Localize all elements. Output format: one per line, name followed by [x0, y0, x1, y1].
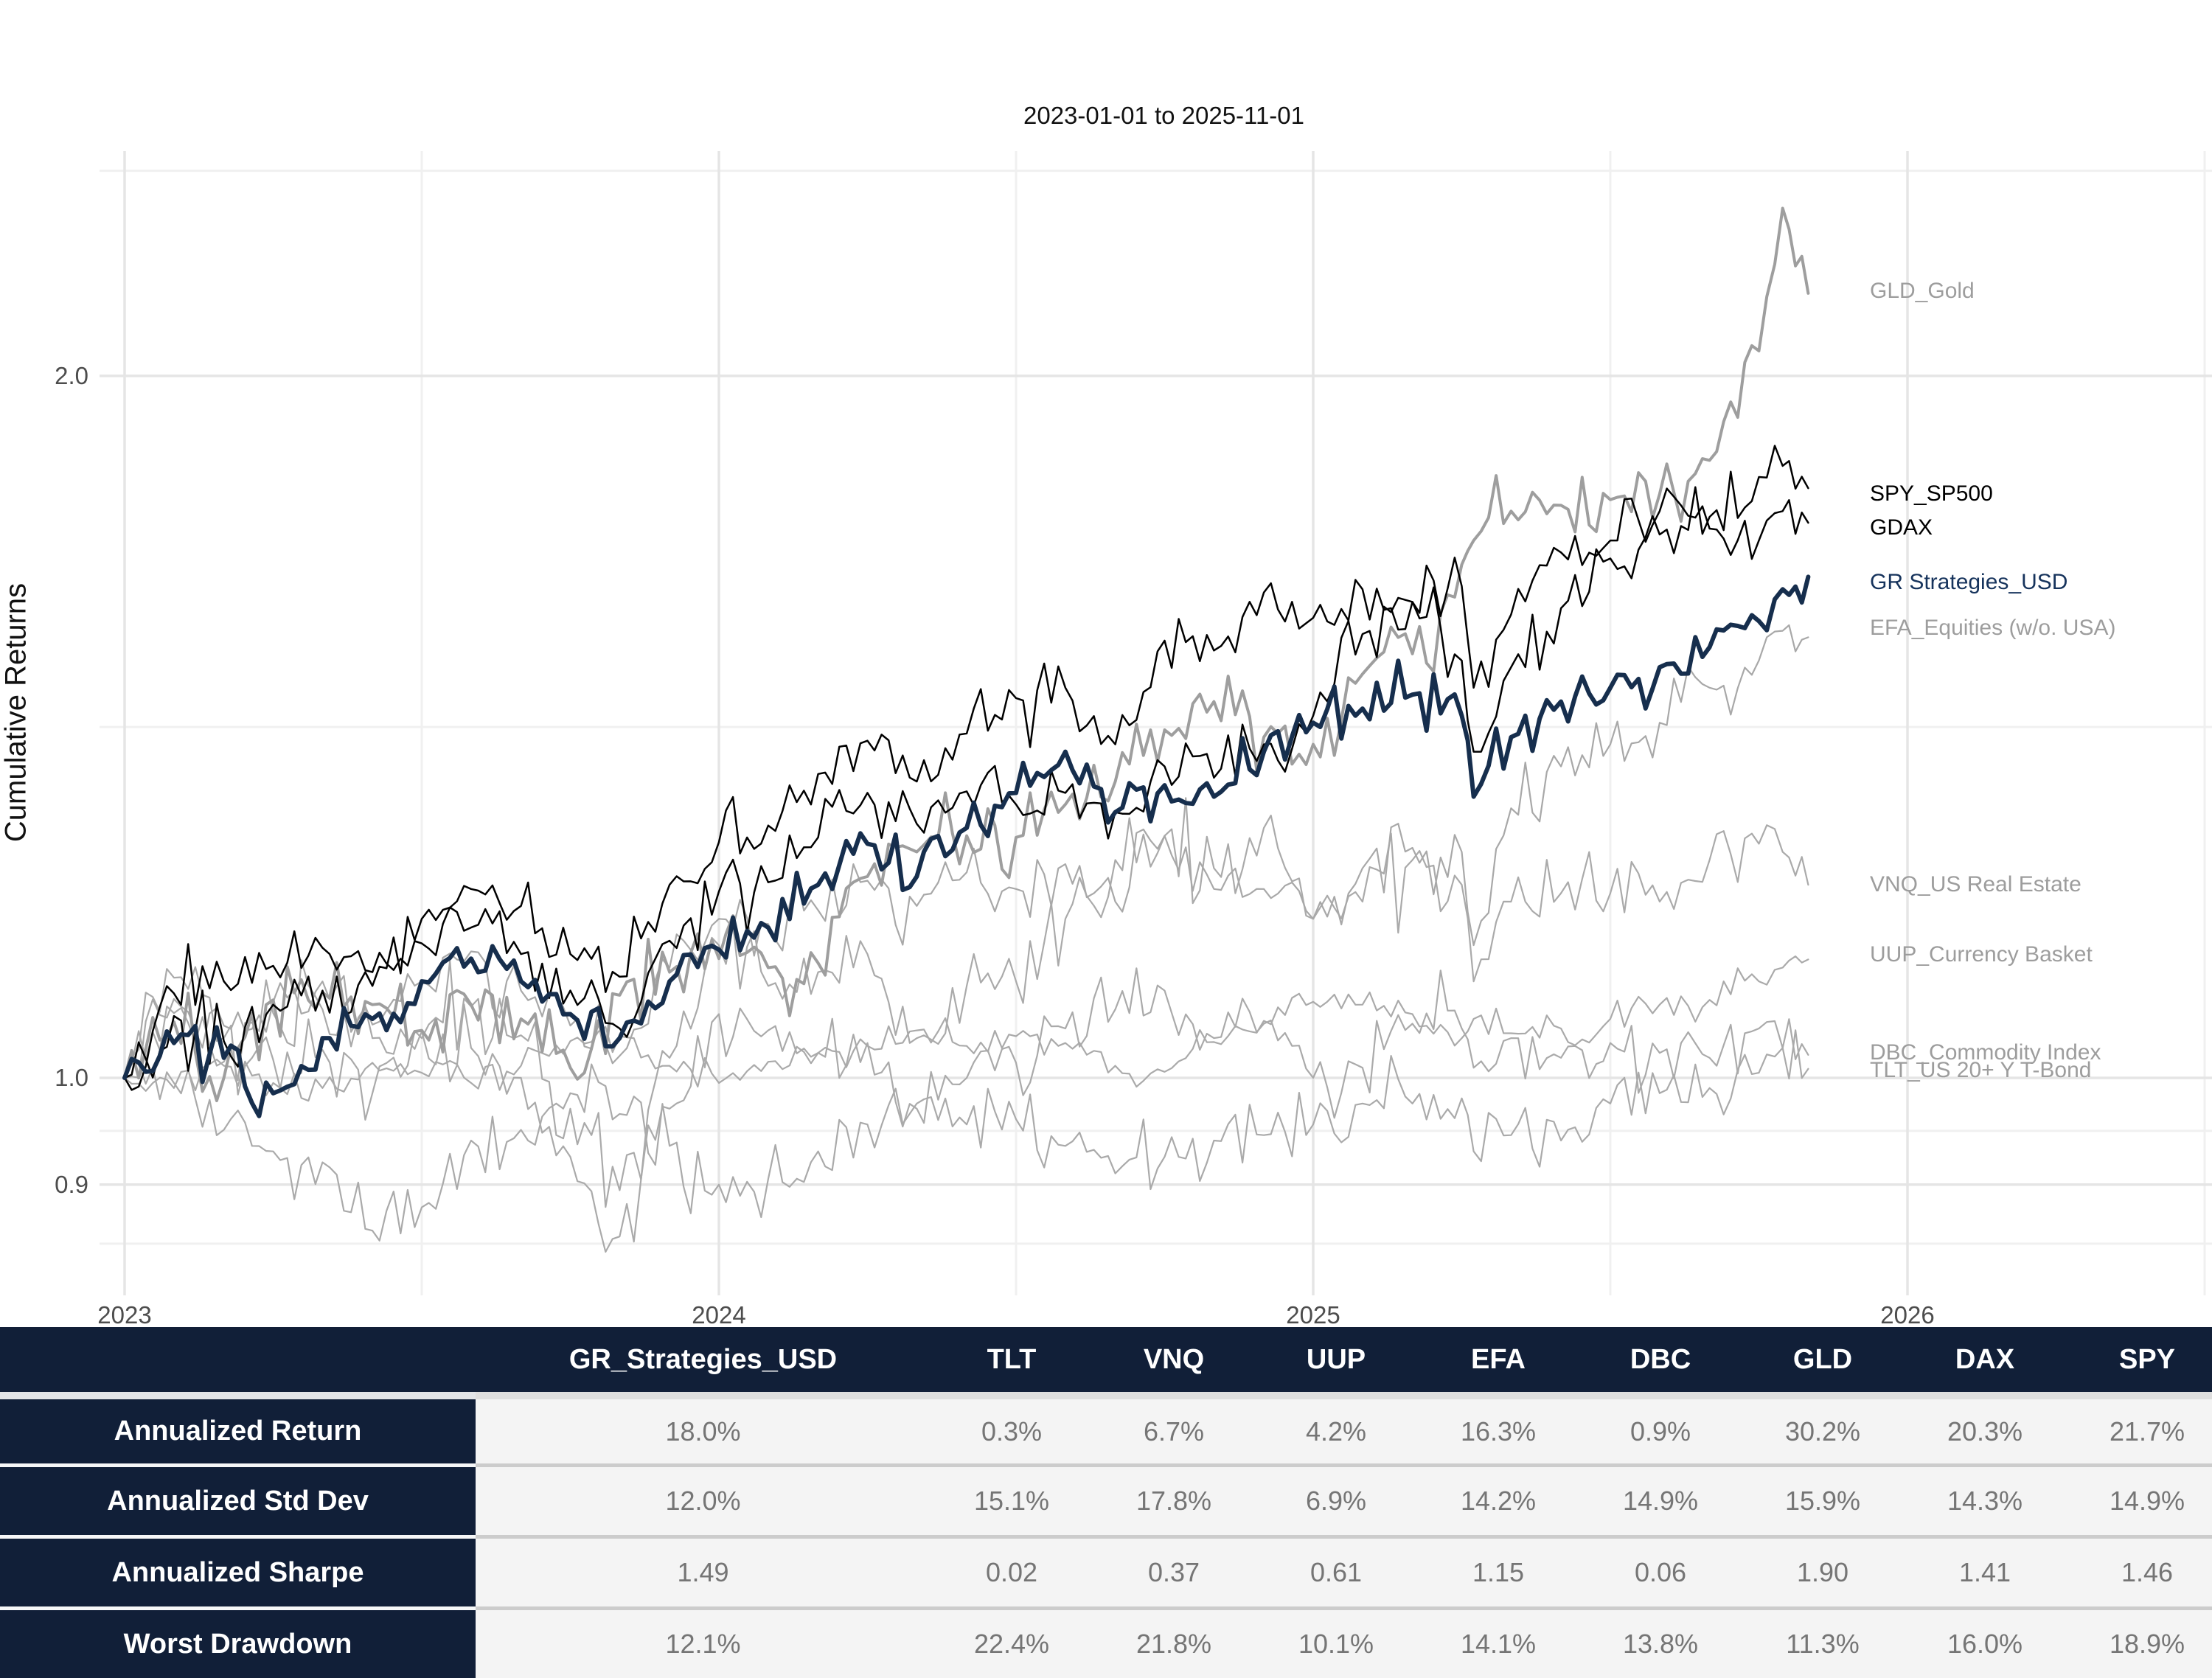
plot-canvas	[100, 151, 2212, 1295]
table-row: Annualized Return 18.0% 0.3% 6.7% 4.2% 16.3% 0…	[0, 1392, 2212, 1463]
value-cell: 15.1%	[931, 1463, 1093, 1535]
series-line-SPY	[123, 445, 1809, 1079]
value-cell: 1.15	[1417, 1535, 1579, 1606]
value-cell: 14.2%	[1417, 1463, 1579, 1535]
table-corner-cell	[0, 1327, 476, 1392]
series-label-UUP: UUP_Currency Basket	[1870, 942, 2093, 967]
value-cell: 0.3%	[931, 1392, 1093, 1463]
value-cell: 16.3%	[1417, 1392, 1579, 1463]
value-cell: 0.61	[1255, 1535, 1417, 1606]
row-label: Annualized Std Dev	[0, 1463, 476, 1535]
column-header-SPY: SPY	[2066, 1327, 2212, 1392]
value-cell: 1.49	[476, 1535, 931, 1606]
series-label-DBC: DBC_Commodity Index	[1870, 1040, 2101, 1065]
series-line-VNQ	[123, 797, 1809, 1208]
column-header-EFA: EFA	[1417, 1327, 1579, 1392]
column-header-VNQ: VNQ	[1093, 1327, 1255, 1392]
y-tick-0.9: 0.9	[55, 1170, 88, 1198]
row-label: Worst Drawdown	[0, 1606, 476, 1678]
series-line-EFA	[123, 624, 1809, 1079]
value-cell: 4.2%	[1255, 1392, 1417, 1463]
x-tick-2025: 2025	[1286, 1301, 1340, 1329]
table-row: Annualized Std Dev 12.0% 15.1% 17.8% 6.9% 14.…	[0, 1463, 2212, 1535]
value-cell: 11.3%	[1742, 1606, 1904, 1678]
table-header: GR_Strategies_USD TLT VNQ UUP EFA DBC GLD DAX SP…	[0, 1327, 2212, 1392]
table-header-row: GR_Strategies_USD TLT VNQ UUP EFA DBC GLD DAX SP…	[0, 1327, 2212, 1392]
value-cell: 0.37	[1093, 1535, 1255, 1606]
chart-title: 2023-01-01 to 2025-11-01	[1023, 102, 1304, 129]
y-axis-title: Cumulative Returns	[0, 582, 32, 843]
value-cell: 0.06	[1579, 1535, 1742, 1606]
table-body: Annualized Return 18.0% 0.3% 6.7% 4.2% 16.3% 0…	[0, 1392, 2212, 1678]
value-cell: 14.9%	[1579, 1463, 1742, 1535]
value-cell: 6.7%	[1093, 1392, 1255, 1463]
value-cell: 16.0%	[1904, 1606, 2066, 1678]
y-tick-1.0: 1.0	[55, 1064, 88, 1091]
series-line-UUP	[123, 955, 1809, 1102]
value-cell: 21.8%	[1093, 1606, 1255, 1678]
series-label-GR_Strategies_USD: GR Strategies_USD	[1870, 570, 2068, 594]
x-tick-2026: 2026	[1880, 1301, 1935, 1329]
series-label-TLT: TLT_US 20+ Y T-Bond	[1870, 1058, 2092, 1082]
column-header-DAX: DAX	[1904, 1327, 2066, 1392]
value-cell: 21.7%	[2066, 1392, 2212, 1463]
series-line-GLD	[123, 206, 1810, 1102]
row-label: Annualized Sharpe	[0, 1535, 476, 1606]
value-cell: 20.3%	[1904, 1392, 2066, 1463]
column-header-GLD: GLD	[1742, 1327, 1904, 1392]
series-label-DAX: GDAX	[1870, 515, 1933, 540]
value-cell: 1.41	[1904, 1535, 2066, 1606]
row-label: Annualized Return	[0, 1392, 476, 1463]
performance-table: GR_Strategies_USD TLT VNQ UUP EFA DBC GLD DAX SP…	[0, 1327, 2212, 1678]
value-cell: 12.0%	[476, 1463, 931, 1535]
value-cell: 12.1%	[476, 1606, 931, 1678]
value-cell: 14.9%	[2066, 1463, 2212, 1535]
value-cell: 18.9%	[2066, 1606, 2212, 1678]
value-cell: 1.90	[1742, 1535, 1904, 1606]
column-header-GR_Strategies_USD: GR_Strategies_USD	[476, 1327, 931, 1392]
value-cell: 14.1%	[1417, 1606, 1579, 1678]
series-label-VNQ: VNQ_US Real Estate	[1870, 872, 2081, 897]
column-header-DBC: DBC	[1579, 1327, 1742, 1392]
value-cell: 14.3%	[1904, 1463, 2066, 1535]
y-tick-2.0: 2.0	[55, 361, 88, 389]
gridlines	[100, 151, 2212, 1295]
value-cell: 15.9%	[1742, 1463, 1904, 1535]
value-cell: 18.0%	[476, 1392, 931, 1463]
value-cell: 1.46	[2066, 1535, 2212, 1606]
x-tick-2023: 2023	[97, 1301, 152, 1329]
table-row: Annualized Sharpe 1.49 0.02 0.37 0.61 1.15 0.0…	[0, 1535, 2212, 1606]
series-lines	[122, 206, 1811, 1253]
column-header-TLT: TLT	[931, 1327, 1093, 1392]
series-line-GR_Strategies_USD	[122, 574, 1811, 1118]
value-cell: 6.9%	[1255, 1463, 1417, 1535]
value-cell: 13.8%	[1579, 1606, 1742, 1678]
value-cell: 0.02	[931, 1535, 1093, 1606]
cumulative-returns-chart: 2023-01-01 to 2025-11-01 Cumulative Retu…	[0, 102, 2212, 1329]
value-cell: 30.2%	[1742, 1392, 1904, 1463]
series-label-GLD: GLD_Gold	[1870, 279, 1975, 303]
series-label-EFA: EFA_Equities (w/o. USA)	[1870, 616, 2116, 640]
column-header-UUP: UUP	[1255, 1327, 1417, 1392]
table-row: Worst Drawdown 12.1% 22.4% 21.8% 10.1% 14.1% 1…	[0, 1606, 2212, 1678]
series-line-DAX	[123, 487, 1809, 1091]
x-tick-2024: 2024	[692, 1301, 746, 1329]
series-line-DBC	[123, 1018, 1809, 1242]
value-cell: 10.1%	[1255, 1606, 1417, 1678]
series-label-SPY: SPY_SP500	[1870, 481, 1993, 506]
value-cell: 0.9%	[1579, 1392, 1742, 1463]
value-cell: 17.8%	[1093, 1463, 1255, 1535]
value-cell: 22.4%	[931, 1606, 1093, 1678]
